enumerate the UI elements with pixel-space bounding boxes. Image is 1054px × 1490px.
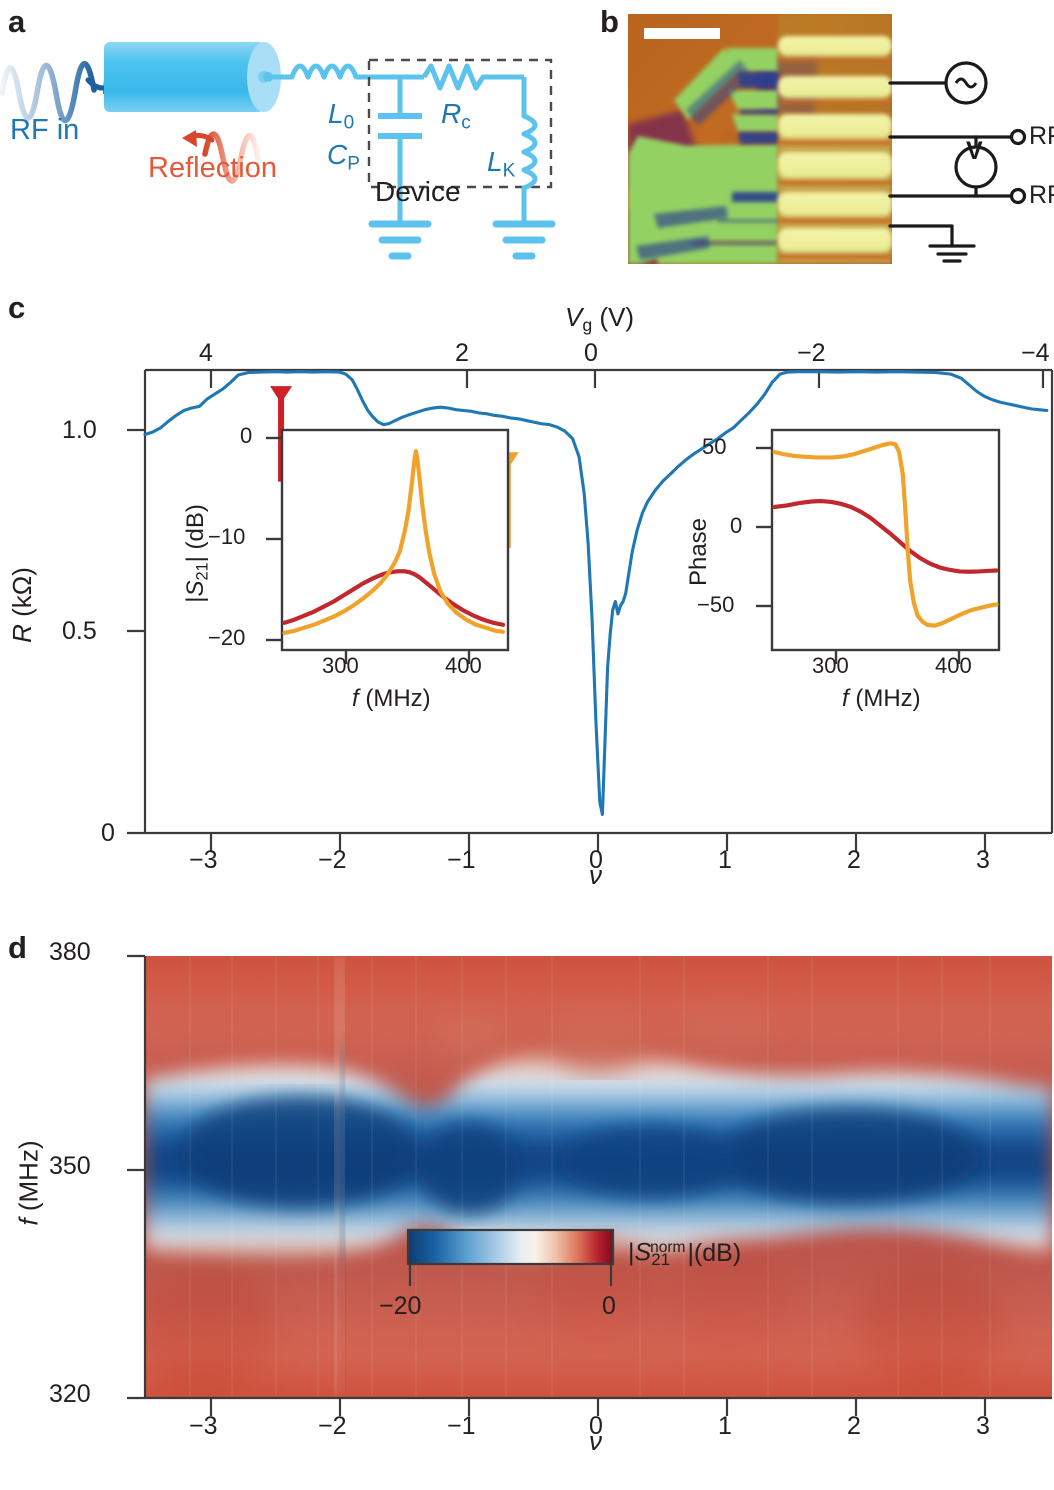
- inset-left-y-tick-0: 0: [240, 423, 253, 448]
- inset-right-x-axis-label: f (MHz): [842, 685, 921, 712]
- panel-a-letter: a: [8, 4, 26, 39]
- inset-left-x-axis-label: f (MHz): [352, 685, 431, 712]
- panel-c-top-axis-label: Vg (V): [565, 302, 635, 335]
- panel-d-x-tick-3: 3: [976, 1412, 990, 1440]
- panel-b-letter: b: [600, 4, 619, 39]
- panel-c-x-tick-2: 2: [847, 846, 861, 874]
- rf-in-label: RF in: [10, 114, 80, 146]
- inset-left-y-axis-label: |S21| (dB): [181, 504, 212, 603]
- panel-c-x-tick-0: 0: [589, 846, 603, 874]
- panel-c-top-tick-0: 0: [584, 339, 598, 367]
- panel-c-x-tick--3: −3: [189, 846, 218, 874]
- panel-d-letter: d: [8, 930, 27, 965]
- panel-c-letter: c: [8, 290, 26, 325]
- panel-d-x-axis-label: ν: [589, 1426, 602, 1456]
- inset-right-y-axis-label: Phase: [685, 517, 713, 587]
- inset-left-x-tick-300: 300: [322, 653, 359, 678]
- inset-right-y-tick-50: 50: [702, 434, 727, 459]
- voltmeter-symbol: V: [966, 137, 983, 165]
- panel-d-x-tick--2: −2: [318, 1412, 347, 1440]
- inset-left-y-tick--10: −10: [208, 524, 246, 549]
- inset-left-y-tick--20: −20: [208, 625, 246, 650]
- panel-a-schematic: [0, 42, 556, 260]
- panel-d-x-tick--3: −3: [189, 1412, 218, 1440]
- panel-c-x-tick--2: −2: [318, 846, 347, 874]
- terminal-rf-in: [1009, 128, 1027, 146]
- L0-label: L0: [328, 98, 355, 134]
- panel-d-y-tick-380: 380: [49, 938, 91, 966]
- ground-left-icon: [368, 220, 432, 260]
- LK-label: LK: [487, 146, 516, 182]
- panel-c-x-tick--1: −1: [447, 846, 476, 874]
- panel-c-y-tick-0.5: 0.5: [62, 617, 97, 645]
- inset-right-y-tick-0: 0: [730, 513, 743, 538]
- device-box: [367, 58, 553, 189]
- reflection-label: Reflection: [148, 152, 277, 184]
- Rc-label: Rc: [441, 98, 471, 134]
- inset-right-plot: [756, 428, 1001, 664]
- panel-c-top-tick-m2: −2: [797, 339, 826, 367]
- panel-c-top-tick-2: 2: [455, 339, 469, 367]
- inductor-LK-icon: [521, 113, 538, 191]
- panel-c-y-tick-1: 1.0: [62, 416, 97, 444]
- panel-d-x-tick--1: −1: [447, 1412, 476, 1440]
- terminal-rf-out: [1009, 187, 1027, 205]
- panel-c-x-tick-3: 3: [976, 846, 990, 874]
- colorbar-tick--20: −20: [379, 1292, 422, 1320]
- colorbar: [406, 1228, 615, 1286]
- panel-d-x-tick-1: 1: [718, 1412, 732, 1440]
- inset-left-x-tick-400: 400: [445, 653, 482, 678]
- panel-c-top-tick-m4: −4: [1021, 339, 1050, 367]
- panel-d-x-tick-2: 2: [847, 1412, 861, 1440]
- panel-c-top-tick-4: 4: [199, 339, 213, 367]
- panel-c-x-tick-1: 1: [718, 846, 732, 874]
- inset-left-plot: [266, 428, 510, 664]
- panel-d-y-tick-350: 350: [49, 1152, 91, 1180]
- panel-d-x-tick-0: 0: [589, 1412, 603, 1440]
- rf-in-wave-icon: [0, 61, 118, 123]
- panel-d-y-tick-320: 320: [49, 1380, 91, 1408]
- device-label: Device: [375, 176, 461, 207]
- device-micrograph: [628, 14, 892, 264]
- resistor-Rc-icon: [421, 63, 524, 91]
- inset-right-x-tick-400: 400: [935, 653, 972, 678]
- CP-label: CP: [327, 139, 360, 175]
- panel-c-x-axis-label: ν: [589, 860, 602, 890]
- panel-b-circuit: [888, 61, 1027, 263]
- rf-in-terminal-label: RF in: [1029, 122, 1054, 150]
- inset-right-x-tick-300: 300: [812, 653, 849, 678]
- panel-d-heatmap: [127, 954, 1052, 1416]
- rf-out-terminal-label: RF out: [1029, 181, 1054, 209]
- inset-right-y-tick--50: −50: [697, 592, 735, 617]
- coax-cable: [104, 42, 281, 112]
- ground-right-icon: [492, 220, 556, 260]
- panel-c-y-tick-0: 0: [101, 819, 115, 847]
- reflection-wave-icon: [182, 130, 261, 184]
- colorbar-tick-0: 0: [602, 1292, 616, 1320]
- ac-source-icon: [954, 77, 978, 89]
- scale-bar: [644, 28, 720, 39]
- colorbar-label: |S21norm|(dB): [628, 1238, 742, 1270]
- inductor-L0-icon: [289, 63, 359, 80]
